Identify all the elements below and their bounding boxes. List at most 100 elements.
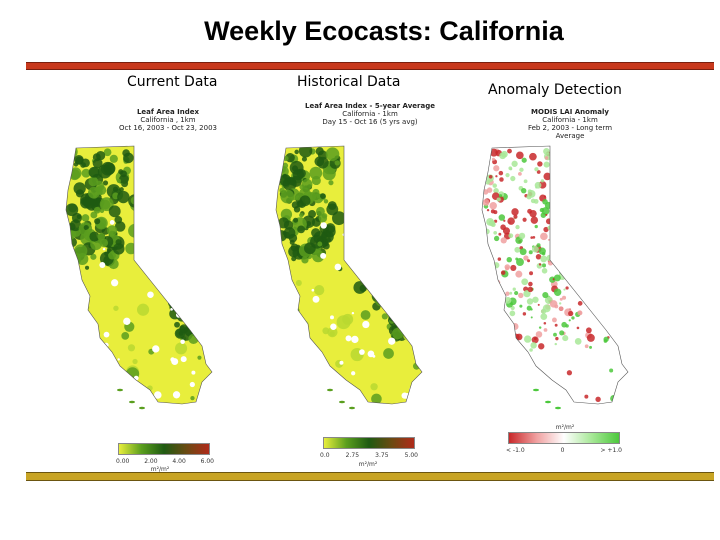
vegetation-patch (145, 200, 156, 211)
anomaly-patch (532, 296, 539, 303)
vegetation-patch (376, 282, 390, 296)
anomaly-patch (482, 327, 490, 335)
anomaly-patch (505, 266, 510, 271)
anomaly-patch (594, 279, 602, 287)
anomaly-patch (521, 157, 527, 163)
vegetation-patch (349, 209, 361, 221)
vegetation-patch (361, 249, 367, 255)
vegetation-patch (141, 208, 153, 219)
anomaly-patch (527, 286, 534, 293)
vegetation-patch (168, 276, 177, 286)
map-header-historical: Leaf Area Index - 5-year Average Califor… (305, 102, 435, 126)
no-data-patch (428, 354, 430, 356)
vegetation-patch (355, 224, 363, 232)
vegetation-patch (152, 259, 158, 264)
legend-tick: 2.00 (144, 458, 158, 465)
vegetation-patch (190, 395, 195, 401)
vegetation-patch (188, 206, 200, 218)
no-data-patch (388, 337, 396, 345)
vegetation-patch (386, 225, 391, 231)
no-data-patch (205, 316, 209, 320)
no-data-patch (400, 236, 405, 241)
vegetation-patch (128, 194, 142, 208)
vegetation-patch (108, 251, 116, 260)
vegetation-patch (308, 210, 317, 218)
vegetation-patch (142, 226, 152, 236)
anomaly-patch (482, 189, 489, 195)
anomaly-patch (625, 150, 628, 156)
vegetation-patch (397, 191, 407, 202)
vegetation-patch (291, 256, 297, 262)
vegetation-patch (362, 221, 372, 230)
vegetation-patch (132, 358, 138, 365)
no-data-patch (308, 348, 316, 356)
no-data-patch (147, 258, 154, 266)
anomaly-patch (615, 180, 618, 183)
anomaly-patch (621, 385, 628, 394)
vegetation-patch (345, 207, 351, 213)
vegetation-patch (161, 274, 173, 286)
no-data-patch (362, 320, 370, 329)
vegetation-patch (145, 235, 158, 249)
no-data-patch (419, 244, 422, 248)
anomaly-patch (485, 180, 490, 185)
no-data-patch (147, 291, 154, 298)
vegetation-patch (395, 306, 401, 311)
vegetation-patch (147, 234, 157, 245)
map-title-historical: Leaf Area Index - 5-year Average (305, 102, 435, 110)
vegetation-patch (325, 147, 340, 162)
anomaly-patch (534, 224, 538, 229)
vegetation-patch (369, 282, 384, 296)
vegetation-patch (66, 203, 79, 217)
anomaly-patch (596, 276, 602, 281)
vegetation-patch (108, 205, 121, 218)
vegetation-patch (386, 299, 394, 307)
anomaly-patch (493, 235, 500, 242)
legend-tick: 0.00 (116, 458, 130, 465)
anomaly-patch (628, 287, 630, 289)
vegetation-patch (116, 178, 121, 183)
legend-tick: 0 (560, 447, 565, 454)
vegetation-patch (295, 279, 302, 286)
vegetation-patch (147, 201, 153, 207)
anomaly-patch (528, 250, 533, 255)
legend-ticks-current: 0.00 2.00 4.00 6.00 (116, 458, 214, 465)
vegetation-patch (385, 280, 392, 287)
anomaly-patch (504, 296, 512, 304)
anomaly-patch (482, 339, 486, 344)
anomaly-patch (505, 173, 510, 178)
vegetation-patch (397, 321, 411, 335)
anomaly-patch (557, 160, 566, 169)
vegetation-patch (102, 180, 109, 186)
anomaly-patch (514, 246, 521, 253)
vegetation-patch (426, 352, 435, 361)
vegetation-patch (190, 181, 202, 193)
anomaly-patch (574, 338, 582, 345)
anomaly-patch (574, 252, 580, 258)
legend-tick: 5.00 (404, 452, 418, 459)
state-outline (65, 145, 213, 405)
anomaly-patch (589, 345, 592, 349)
vegetation-patch (96, 197, 101, 203)
vegetation-patch (81, 214, 90, 222)
anomaly-patch (566, 370, 573, 376)
anomaly-patch (540, 179, 545, 183)
anomaly-patch (489, 148, 498, 157)
anomaly-patch (566, 272, 573, 279)
vegetation-patch (151, 239, 158, 247)
vegetation-patch (206, 152, 212, 162)
no-data-patch (334, 263, 342, 271)
anomaly-patch (508, 166, 513, 171)
channel-island (117, 388, 123, 392)
anomaly-patch (543, 148, 550, 155)
anomaly-patch (508, 233, 514, 239)
vegetation-patch (379, 295, 386, 301)
vegetation-patch (175, 303, 186, 313)
vegetation-patch (322, 167, 336, 181)
vegetation-patch (160, 278, 175, 293)
vegetation-patch (420, 395, 422, 404)
anomaly-patch (515, 333, 523, 341)
no-data-patch (214, 327, 220, 333)
anomaly-patch (493, 210, 498, 215)
no-data-patch (142, 216, 150, 224)
